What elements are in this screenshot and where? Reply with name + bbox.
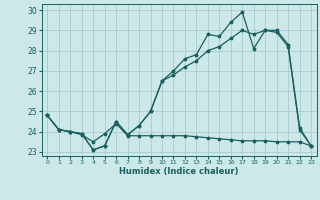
X-axis label: Humidex (Indice chaleur): Humidex (Indice chaleur) (119, 167, 239, 176)
